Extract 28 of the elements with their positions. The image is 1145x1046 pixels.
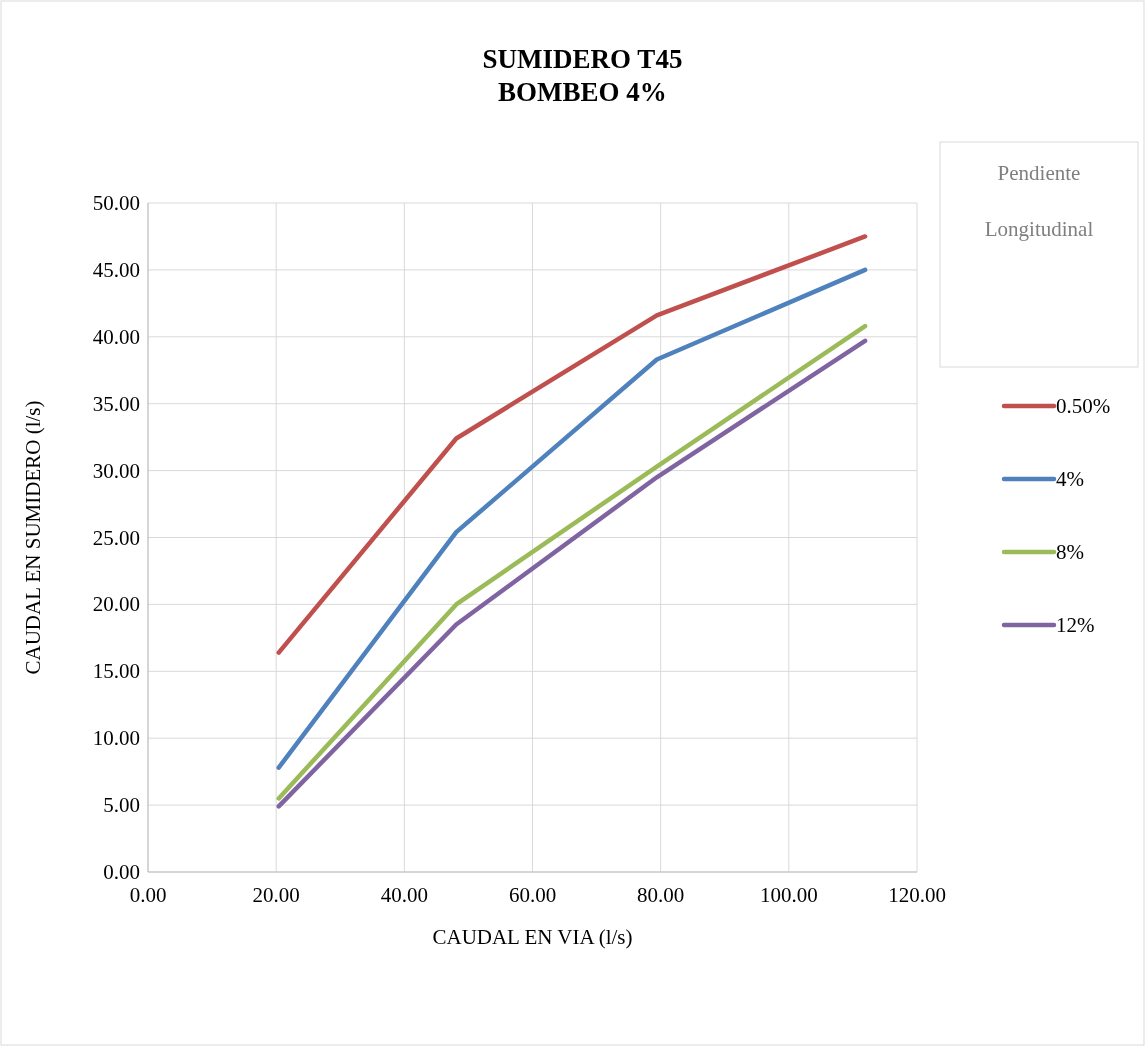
text: Pendiente Longitudinal	[984, 161, 1094, 241]
x-tick-label: 40.00	[380, 883, 428, 907]
y-tick-label: 50.00	[92, 191, 140, 215]
x-tick-label: 60.00	[508, 883, 557, 907]
x-tick-label: 120.00	[888, 883, 946, 907]
y-tick-label: 40.00	[92, 324, 140, 349]
x-tick-label: 80.00	[637, 883, 685, 907]
y-tick-label: 35.00	[92, 391, 140, 416]
line-series	[276, 234, 868, 655]
y-tick-label: 20.00	[92, 592, 140, 617]
y-tick-label: 25.00	[92, 525, 140, 550]
y-axis-title: CAUDAL EN SUMIDERO (l/s)	[21, 400, 45, 675]
x-tick-label: 20.00	[252, 883, 300, 907]
chart-title: SUMIDERO T45 BOMBEO 4%	[482, 44, 683, 107]
legend-label: 8%	[1056, 540, 1084, 564]
y-tick-label: 0.00	[103, 860, 140, 884]
y-tick-label: 30.00	[92, 458, 140, 483]
legend-label: 0.50%	[1056, 394, 1111, 418]
y-tick-label: 10.00	[92, 726, 140, 751]
x-axis-title: CAUDAL EN VIA (l/s)	[432, 925, 633, 949]
x-tick-label: 0.00	[129, 883, 167, 907]
y-tick-label: 45.00	[92, 257, 140, 282]
line-series	[276, 267, 868, 770]
y-tick-label: 5.00	[103, 793, 140, 818]
legend-label: 4%	[1056, 467, 1084, 491]
legend-label: 12%	[1056, 613, 1095, 637]
x-tick-label: 100.00	[759, 883, 818, 907]
y-tick-label: 15.00	[92, 659, 140, 684]
